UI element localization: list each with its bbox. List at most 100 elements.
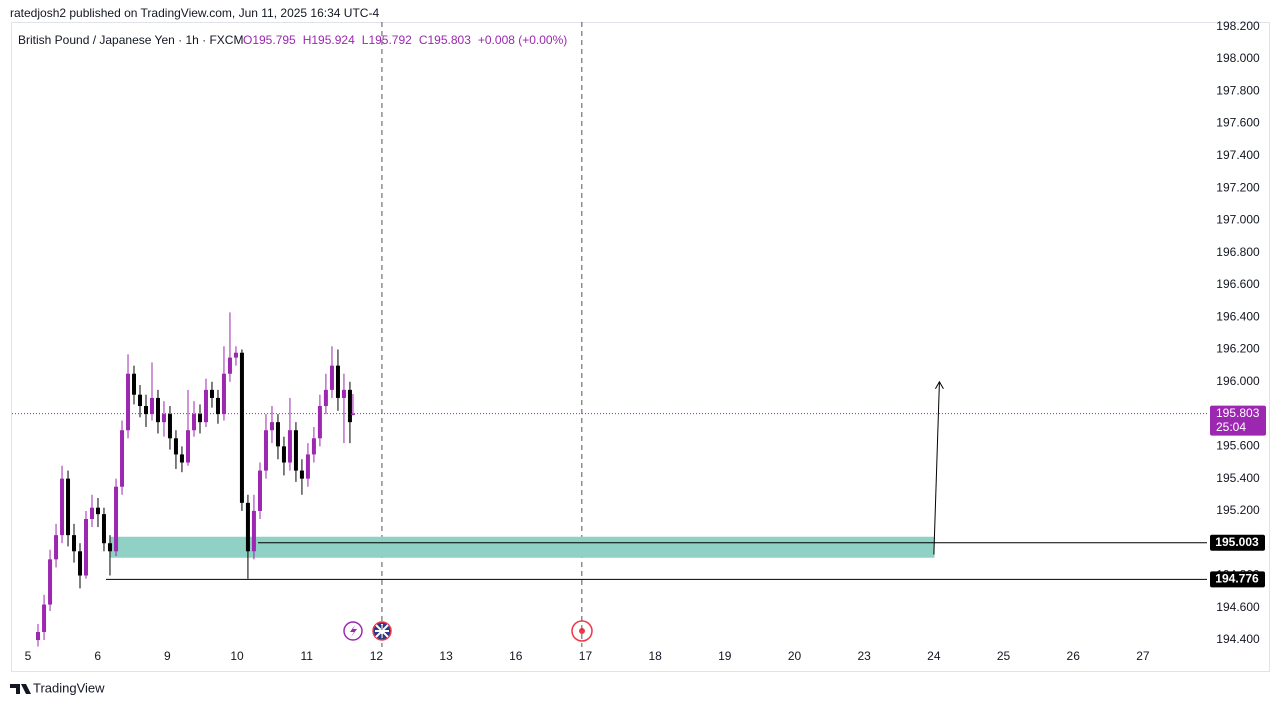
- candle-body: [227, 357, 232, 374]
- header: ratedjosh2 published on TradingView.com,…: [10, 6, 379, 20]
- x-tick-label: 25: [997, 649, 1011, 663]
- x-tick-label: 5: [25, 649, 32, 663]
- x-tick-label: 24: [927, 649, 941, 663]
- candle-body: [35, 631, 40, 641]
- candle-body: [83, 518, 88, 576]
- candle-body: [161, 414, 166, 423]
- x-tick-label: 9: [164, 649, 171, 663]
- frame: [11, 22, 1270, 672]
- x-tick-label: 11: [301, 649, 314, 663]
- candle-body: [335, 365, 340, 398]
- candle-body: [299, 470, 304, 479]
- candle-body: [192, 414, 197, 431]
- ohlc-value: C195.803: [419, 33, 471, 47]
- y-tick-label: 196.400: [1216, 309, 1260, 323]
- ohlc-legend: O195.795 H195.924 L195.792 C195.803 +0.008 (…: [243, 33, 567, 47]
- candle-body: [132, 373, 137, 395]
- footer: TradingView: [33, 680, 105, 695]
- candle-body: [317, 406, 322, 439]
- candle-body: [126, 373, 131, 431]
- candle-body: [251, 510, 256, 552]
- candle-body: [293, 430, 298, 471]
- x-tick-label: 27: [1136, 649, 1150, 663]
- y-tick-label: 197.000: [1216, 213, 1260, 227]
- candle-body: [138, 394, 143, 407]
- ohlc-value: H195.924: [303, 33, 355, 47]
- x-tick-label: 13: [439, 649, 453, 663]
- candle-body: [329, 365, 334, 390]
- last-price-bg: [1210, 405, 1266, 436]
- candle-body: [155, 397, 160, 423]
- event-icons: [343, 620, 593, 642]
- y-tick-label: 197.800: [1216, 83, 1260, 97]
- x-tick-label: 17: [579, 649, 593, 663]
- y-tick-label: 197.400: [1216, 148, 1260, 162]
- zone: [109, 536, 935, 558]
- candle-body: [78, 551, 83, 576]
- candle-body: [48, 559, 53, 605]
- price-label: 195.003: [1215, 535, 1259, 549]
- candle-body: [66, 478, 71, 536]
- y-tick-label: 194.400: [1216, 632, 1260, 646]
- y-tick-label: 195.400: [1216, 471, 1260, 485]
- last-price-label: 195.803: [1216, 406, 1260, 420]
- event-icon: [375, 624, 389, 638]
- y-tick-label: 197.600: [1216, 116, 1260, 130]
- candle-body: [120, 430, 125, 487]
- candle-body: [350, 413, 355, 415]
- arrow: [933, 381, 940, 555]
- y-tick-label: 196.600: [1216, 277, 1260, 291]
- candle-body: [305, 454, 310, 479]
- x-tick-label: 20: [788, 649, 802, 663]
- y-tick-label: 196.800: [1216, 245, 1260, 259]
- candle-body: [203, 389, 208, 423]
- y-tick-label: 197.200: [1216, 180, 1260, 194]
- candle-body: [143, 406, 148, 415]
- x-tick-label: 16: [509, 649, 523, 663]
- candle-body: [263, 430, 268, 471]
- candle-body: [239, 352, 244, 503]
- candle-body: [167, 414, 172, 439]
- candle-body: [173, 438, 178, 455]
- x-tick-label: 19: [718, 649, 732, 663]
- candle-body: [311, 438, 316, 455]
- logo: [10, 684, 31, 694]
- candle-body: [95, 507, 100, 515]
- y-tick-label: 196.000: [1216, 374, 1260, 388]
- candle-body: [323, 389, 328, 407]
- candle-body: [179, 454, 184, 463]
- x-tick-label: 18: [648, 649, 662, 663]
- candle-body: [89, 507, 94, 519]
- candle-body: [107, 543, 112, 552]
- candle-body: [341, 389, 346, 398]
- chart-title: British Pound / Japanese Yen · 1h · FXCM: [18, 33, 243, 47]
- candle-body: [101, 514, 106, 544]
- candle-body: [54, 535, 59, 560]
- candle-body: [197, 414, 202, 423]
- candle-body: [114, 486, 119, 552]
- y-tick-label: 194.600: [1216, 600, 1260, 614]
- x-tick-label: 12: [370, 649, 384, 663]
- x-tick-label: 26: [1067, 649, 1081, 663]
- candle-body: [257, 470, 262, 511]
- candle-body: [215, 397, 220, 415]
- y-tick-label: 196.200: [1216, 342, 1260, 356]
- candle-body: [347, 389, 352, 423]
- price-label: 194.776: [1215, 572, 1259, 586]
- y-tick-label: 195.200: [1216, 503, 1260, 517]
- candle-body: [275, 422, 280, 447]
- y-tick-label: 198.200: [1216, 19, 1260, 33]
- candle-body: [287, 430, 292, 463]
- candle-body: [149, 397, 154, 415]
- price-label-bg: [1210, 571, 1265, 588]
- candle-body: [72, 535, 77, 552]
- event-icon: [579, 628, 585, 634]
- candle-body: [209, 389, 214, 398]
- ohlc-value: +0.008 (+0.00%): [478, 33, 567, 47]
- ohlc-value: L195.792: [362, 33, 412, 47]
- x-tick-label: 6: [94, 649, 101, 663]
- candle-body: [221, 373, 226, 415]
- arrow-head: [934, 380, 944, 390]
- ohlc-value: O195.795: [243, 33, 296, 47]
